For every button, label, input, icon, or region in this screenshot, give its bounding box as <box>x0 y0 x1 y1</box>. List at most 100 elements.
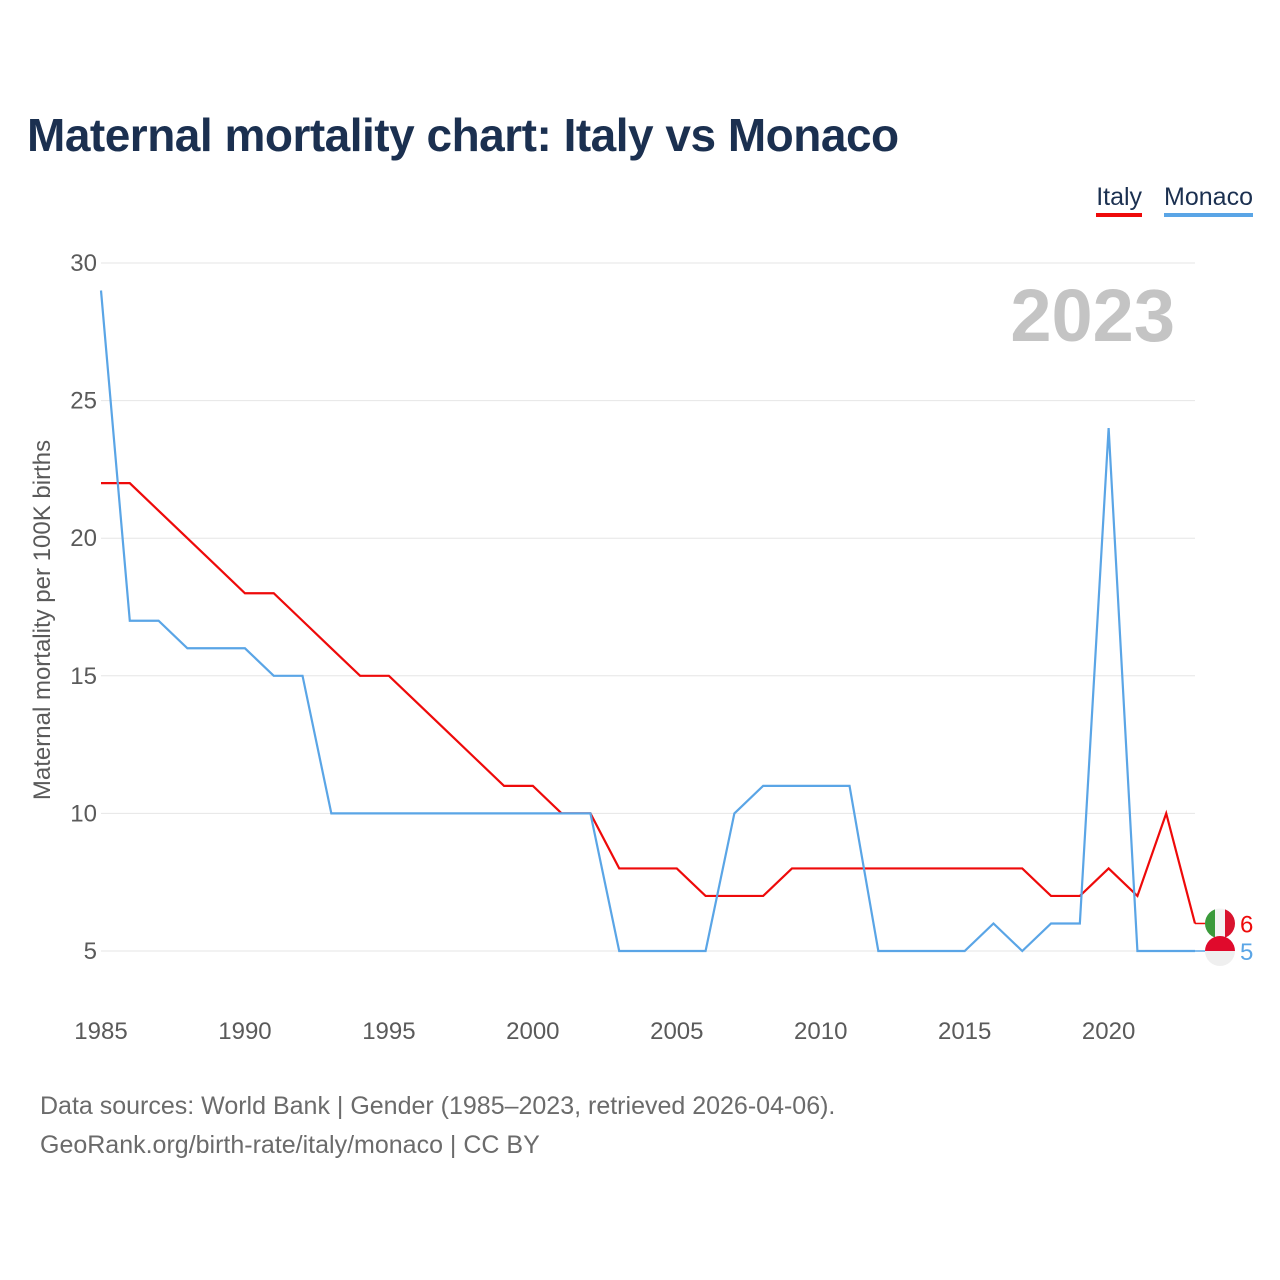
data-point-italy <box>1106 866 1111 871</box>
data-point-monaco <box>358 811 363 816</box>
year-watermark-group: 2023 <box>1010 274 1175 357</box>
data-point-monaco <box>1020 949 1025 954</box>
data-point-italy <box>444 728 449 733</box>
data-point-italy <box>214 563 219 568</box>
data-point-italy <box>991 866 996 871</box>
data-point-italy <box>271 591 276 596</box>
data-point-italy <box>732 893 737 898</box>
x-tick-label: 1990 <box>218 1018 271 1045</box>
data-point-italy <box>473 756 478 761</box>
data-point-italy <box>847 866 852 871</box>
series-line-monaco <box>99 290 1195 953</box>
data-point-monaco <box>991 921 996 926</box>
x-tick-label: 2000 <box>506 1018 559 1045</box>
data-point-italy <box>185 536 190 541</box>
source-note: Data sources: World Bank | Gender (1985–… <box>40 1087 835 1165</box>
legend-item-italy[interactable]: Italy <box>1096 183 1143 217</box>
data-point-italy <box>156 508 161 513</box>
y-tick-label: 5 <box>84 938 97 965</box>
data-point-monaco <box>99 288 104 293</box>
flag-band-green <box>1205 908 1215 939</box>
data-point-monaco <box>559 811 564 816</box>
data-point-monaco <box>646 949 651 954</box>
data-point-monaco <box>617 949 622 954</box>
italy-flag-icon <box>1205 908 1235 939</box>
source-line: Data sources: World Bank | Gender (1985–… <box>40 1092 836 1120</box>
legend: Italy Monaco <box>1096 183 1253 217</box>
x-tick-label: 1985 <box>74 1018 127 1045</box>
data-point-monaco <box>530 811 535 816</box>
x-tick-label: 1995 <box>362 1018 415 1045</box>
data-point-italy <box>358 673 363 678</box>
x-tick-label: 2015 <box>938 1018 991 1045</box>
data-point-monaco <box>703 949 708 954</box>
data-point-monaco <box>1077 921 1082 926</box>
data-point-monaco <box>185 646 190 651</box>
data-point-monaco <box>271 673 276 678</box>
data-point-italy <box>646 866 651 871</box>
y-tick-label: 10 <box>70 800 97 827</box>
data-point-italy <box>617 866 622 871</box>
data-point-monaco <box>329 811 334 816</box>
data-point-italy <box>502 783 507 788</box>
data-point-monaco <box>761 783 766 788</box>
data-point-italy <box>415 701 420 706</box>
chart-title: Maternal mortality chart: Italy vs Monac… <box>27 109 899 161</box>
x-tick-label: 2005 <box>650 1018 703 1045</box>
data-point-italy <box>761 893 766 898</box>
flag-band-white <box>1205 951 1235 966</box>
x-tick-label: 2020 <box>1082 1018 1135 1045</box>
y-tick-label: 15 <box>70 663 97 690</box>
data-point-monaco <box>242 646 247 651</box>
series-lines <box>99 288 1197 954</box>
y-tick-label: 25 <box>70 388 97 415</box>
data-point-italy <box>386 673 391 678</box>
data-point-monaco <box>933 949 938 954</box>
data-point-monaco <box>847 783 852 788</box>
grid <box>101 262 1195 952</box>
data-point-italy <box>789 866 794 871</box>
data-point-monaco <box>300 673 305 678</box>
axes: 5 10 15 20 25 30 1985 1990 1995 2000 2005 2010 2015 2… <box>29 250 1135 1045</box>
data-point-italy <box>1164 811 1169 816</box>
data-point-monaco <box>588 811 593 816</box>
data-point-italy <box>329 646 334 651</box>
end-markers: 65 <box>1195 908 1253 966</box>
data-point-monaco <box>214 646 219 651</box>
flag-band-red <box>1225 908 1235 939</box>
data-point-monaco <box>127 618 132 623</box>
data-point-italy <box>300 618 305 623</box>
data-point-italy <box>933 866 938 871</box>
data-point-italy <box>1049 893 1054 898</box>
x-tick-label: 2010 <box>794 1018 847 1045</box>
data-point-monaco <box>1049 921 1054 926</box>
series-line-italy <box>101 482 1197 924</box>
y-tick-label: 30 <box>70 250 97 277</box>
data-point-monaco <box>1164 949 1169 954</box>
data-point-italy <box>876 866 881 871</box>
data-point-italy <box>242 591 247 596</box>
data-point-italy <box>1020 866 1025 871</box>
data-point-italy <box>905 866 910 871</box>
source-link[interactable]: GeoRank.org/birth-rate/italy/monaco | CC… <box>40 1131 540 1159</box>
data-point-monaco <box>473 811 478 816</box>
data-point-monaco <box>905 949 910 954</box>
data-point-monaco <box>386 811 391 816</box>
data-point-italy <box>99 481 104 486</box>
data-point-italy <box>674 866 679 871</box>
legend-item-monaco[interactable]: Monaco <box>1164 183 1253 217</box>
data-point-monaco <box>444 811 449 816</box>
data-point-monaco <box>1135 949 1140 954</box>
data-point-monaco <box>415 811 420 816</box>
flag-band-white <box>1215 908 1225 939</box>
data-point-italy <box>127 481 132 486</box>
data-point-monaco <box>732 811 737 816</box>
data-point-monaco <box>818 783 823 788</box>
data-point-monaco <box>876 949 881 954</box>
data-point-italy <box>962 866 967 871</box>
y-tick-label: 20 <box>70 525 97 552</box>
data-point-monaco <box>156 618 161 623</box>
data-point-italy <box>818 866 823 871</box>
data-point-monaco <box>502 811 507 816</box>
